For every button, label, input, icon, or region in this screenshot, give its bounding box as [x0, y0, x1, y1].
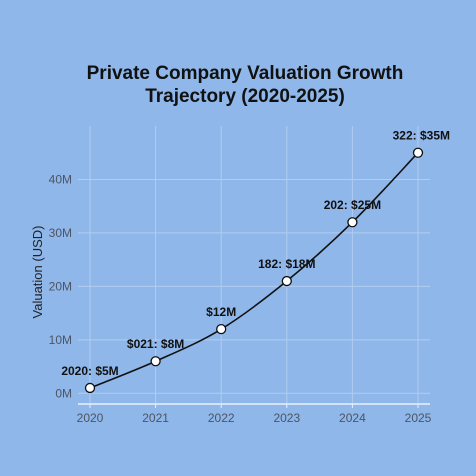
data-point-marker [281, 275, 292, 287]
data-label: 202: $25M [324, 198, 381, 212]
data-point-marker [216, 324, 227, 335]
x-tick-label: 2022 [208, 411, 235, 425]
x-tick-label: 2024 [339, 411, 366, 425]
y-tick-label: 40M [49, 172, 72, 186]
x-tick-label: 2021 [142, 411, 169, 425]
axes [78, 403, 430, 408]
data-point-marker [150, 356, 161, 367]
y-tick-label: 20M [49, 279, 72, 293]
y-tick-label: 10M [49, 333, 72, 347]
data-point-marker [347, 217, 358, 228]
data-label: 322: $35M [393, 129, 450, 143]
x-tick-label: 2023 [273, 411, 300, 425]
y-tick-labels: 0M 10M 20M 30M 40M [49, 172, 72, 400]
data-label: 182: $18M [258, 257, 315, 271]
y-axis-label: Valuation (USD) [30, 226, 45, 319]
y-tick-label: 0M [55, 386, 72, 400]
chart-title-line-1: Private Company Valuation Growth [87, 63, 404, 84]
x-tick-labels: 2020 2021 2022 2023 2024 2025 [77, 411, 432, 425]
data-label: $021: $8M [127, 337, 184, 351]
series [84, 147, 424, 394]
series-line [89, 152, 419, 389]
y-tick-label: 30M [49, 226, 72, 240]
chart-title-line-2: Trajectory (2020-2025) [145, 86, 345, 107]
x-tick-label: 2025 [405, 411, 432, 425]
data-label: 2020: $5M [61, 364, 118, 378]
data-label: $12M [206, 305, 236, 319]
x-tick-label: 2020 [77, 411, 104, 425]
grid [78, 126, 430, 404]
data-point-marker [84, 382, 96, 394]
data-labels: 2020: $5M $021: $8M $12M 182: $18M 202: $25M… [61, 129, 450, 378]
data-point-marker [412, 147, 424, 158]
